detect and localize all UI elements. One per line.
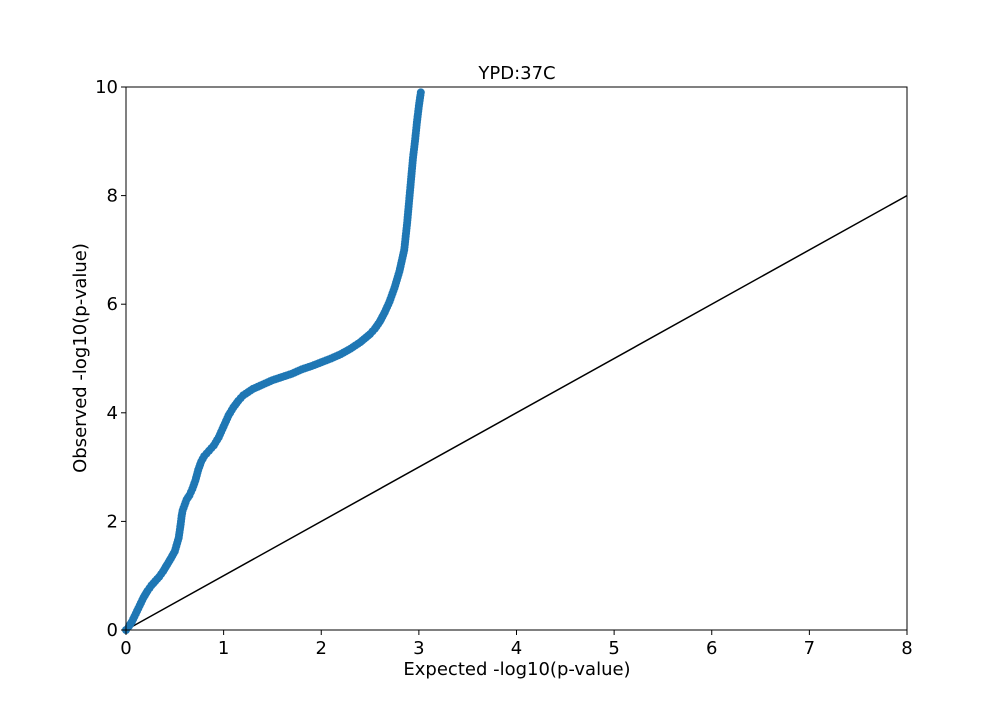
- x-tick-label: 8: [901, 638, 912, 659]
- x-tick-label: 5: [608, 638, 619, 659]
- x-tick-label: 6: [706, 638, 717, 659]
- x-tick-label: 2: [316, 638, 327, 659]
- x-axis: 0 1 2 3 4 5 6 7 8: [120, 630, 913, 659]
- y-tick-label: 4: [107, 403, 118, 424]
- y-tick-label: 6: [107, 294, 118, 315]
- chart-title: YPD:37C: [477, 63, 555, 84]
- x-tick-label: 3: [413, 638, 424, 659]
- y-tick-label: 0: [107, 620, 118, 641]
- x-tick-label: 1: [218, 638, 229, 659]
- x-axis-label: Expected -log10(p-value): [403, 659, 630, 680]
- y-axis: 0 2 4 6 8 10: [95, 77, 126, 641]
- data-points-layer: [122, 88, 425, 634]
- y-axis-label: Observed -log10(p-value): [70, 243, 91, 473]
- reference-line: [125, 194, 908, 631]
- y-tick-label: 10: [95, 77, 118, 98]
- x-tick-label: 0: [120, 638, 131, 659]
- data-point: [416, 88, 425, 97]
- x-tick-label: 7: [804, 638, 815, 659]
- reference-line-layer: [125, 194, 908, 631]
- y-tick-label: 8: [107, 186, 118, 207]
- y-tick-label: 2: [107, 511, 118, 532]
- plot-frame: [125, 86, 908, 631]
- x-tick-label: 4: [511, 638, 522, 659]
